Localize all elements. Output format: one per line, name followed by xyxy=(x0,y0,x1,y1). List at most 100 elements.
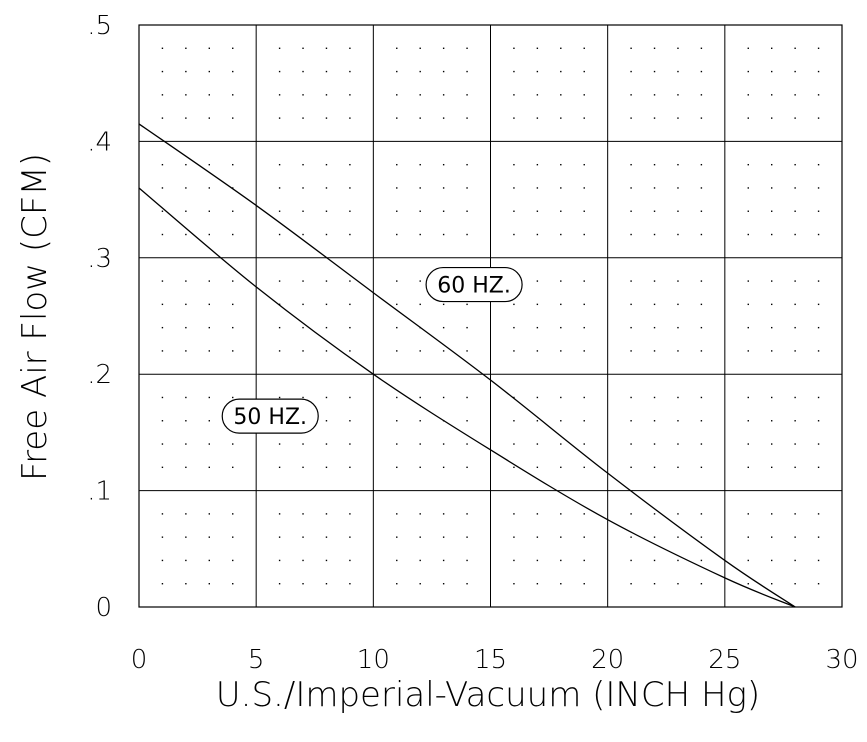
grid-dot xyxy=(278,94,281,96)
grid-dot xyxy=(653,303,656,306)
grid-dot xyxy=(442,326,445,329)
grid-dot xyxy=(653,47,656,49)
grid-dot xyxy=(536,70,539,73)
grid-dot xyxy=(653,187,656,189)
grid-dot xyxy=(442,163,445,166)
grid-dot xyxy=(630,559,632,562)
grid-dot xyxy=(419,94,421,96)
y-axis-label: Free Air Flow (CFM) xyxy=(15,153,55,481)
grid-dot xyxy=(396,47,398,49)
grid-dot xyxy=(208,280,210,282)
grid-dot xyxy=(302,443,304,445)
grid-dot xyxy=(349,326,351,329)
grid-dot xyxy=(700,559,703,562)
grid-dot xyxy=(325,70,328,73)
grid-dot xyxy=(349,303,351,306)
grid-dot xyxy=(185,396,187,399)
grid-dot xyxy=(536,583,539,585)
grid-dot xyxy=(232,396,234,399)
series-line xyxy=(138,187,796,608)
grid-dot xyxy=(794,326,796,329)
grid-dot xyxy=(302,280,304,282)
grid-dot xyxy=(419,303,421,306)
grid-dot xyxy=(817,326,820,329)
grid-dot xyxy=(208,303,210,306)
grid-dot xyxy=(302,559,304,562)
grid-dot xyxy=(302,210,304,212)
grid-dot xyxy=(325,187,328,189)
grid-dot xyxy=(513,233,515,236)
grid-dot xyxy=(442,233,445,236)
grid-dot xyxy=(208,187,210,189)
grid-dot xyxy=(747,303,749,306)
grid-dot xyxy=(794,466,796,469)
grid-dot xyxy=(817,70,820,73)
grid-dot xyxy=(817,583,820,585)
grid-dot xyxy=(349,420,351,422)
grid-dot xyxy=(583,47,585,49)
grid-dot xyxy=(536,350,539,352)
grid-dot xyxy=(208,350,210,352)
grid-dot xyxy=(442,466,445,469)
grid-dot xyxy=(583,280,585,282)
grid-dot xyxy=(232,350,234,352)
grid-dot xyxy=(513,70,515,73)
grid-dot xyxy=(747,47,749,49)
grid-dot xyxy=(560,47,562,49)
grid-dot xyxy=(513,163,515,166)
grid-dot xyxy=(278,513,281,515)
grid-dot xyxy=(653,536,656,538)
grid-dot xyxy=(302,117,304,119)
grid-dot xyxy=(747,70,749,73)
grid-dot xyxy=(419,559,421,562)
grid-dot xyxy=(677,280,679,282)
grid-dot xyxy=(513,94,515,96)
grid-dot xyxy=(349,583,351,585)
grid-dot xyxy=(349,513,351,515)
grid-dot xyxy=(325,210,328,212)
y-tick-labels: 0 .1 .2 .3 .4 .5 xyxy=(87,11,112,623)
grid-dot xyxy=(161,466,164,469)
grid-dot xyxy=(817,559,820,562)
grid-dot xyxy=(185,70,187,73)
grid-dot xyxy=(185,47,187,49)
grid-dot xyxy=(630,396,632,399)
grid-dot xyxy=(771,187,773,189)
grid-dot xyxy=(771,559,773,562)
grid-dot xyxy=(185,210,187,212)
grid-dot xyxy=(325,443,328,445)
grid-dot xyxy=(771,210,773,212)
grid-dot xyxy=(747,163,749,166)
minor-grid-dots xyxy=(161,47,820,585)
grid-dot xyxy=(771,443,773,445)
plot-frame xyxy=(138,24,843,608)
annotation-label: 50 HZ. xyxy=(233,405,307,430)
grid-dot xyxy=(278,47,281,49)
grid-dot xyxy=(466,513,468,515)
grid-dot xyxy=(794,303,796,306)
grid-dot xyxy=(583,443,585,445)
grid-dot xyxy=(278,117,281,119)
grid-dot xyxy=(560,233,562,236)
grid-dot xyxy=(161,513,164,515)
grid-dot xyxy=(677,210,679,212)
grid-dot xyxy=(442,47,445,49)
grid-dot xyxy=(349,117,351,119)
grid-dot xyxy=(747,187,749,189)
grid-dot xyxy=(700,210,703,212)
grid-dot xyxy=(419,466,421,469)
grid-dot xyxy=(442,94,445,96)
grid-dot xyxy=(466,303,468,306)
grid-dot xyxy=(161,94,164,96)
grid-dot xyxy=(583,163,585,166)
grid-dot xyxy=(419,536,421,538)
grid-dot xyxy=(560,303,562,306)
grid-dot xyxy=(278,163,281,166)
grid-dot xyxy=(700,280,703,282)
grid-dot xyxy=(185,187,187,189)
grid-dot xyxy=(583,559,585,562)
grid-dot xyxy=(677,466,679,469)
grid-dot xyxy=(583,303,585,306)
grid-dot xyxy=(161,443,164,445)
grid-dot xyxy=(419,233,421,236)
